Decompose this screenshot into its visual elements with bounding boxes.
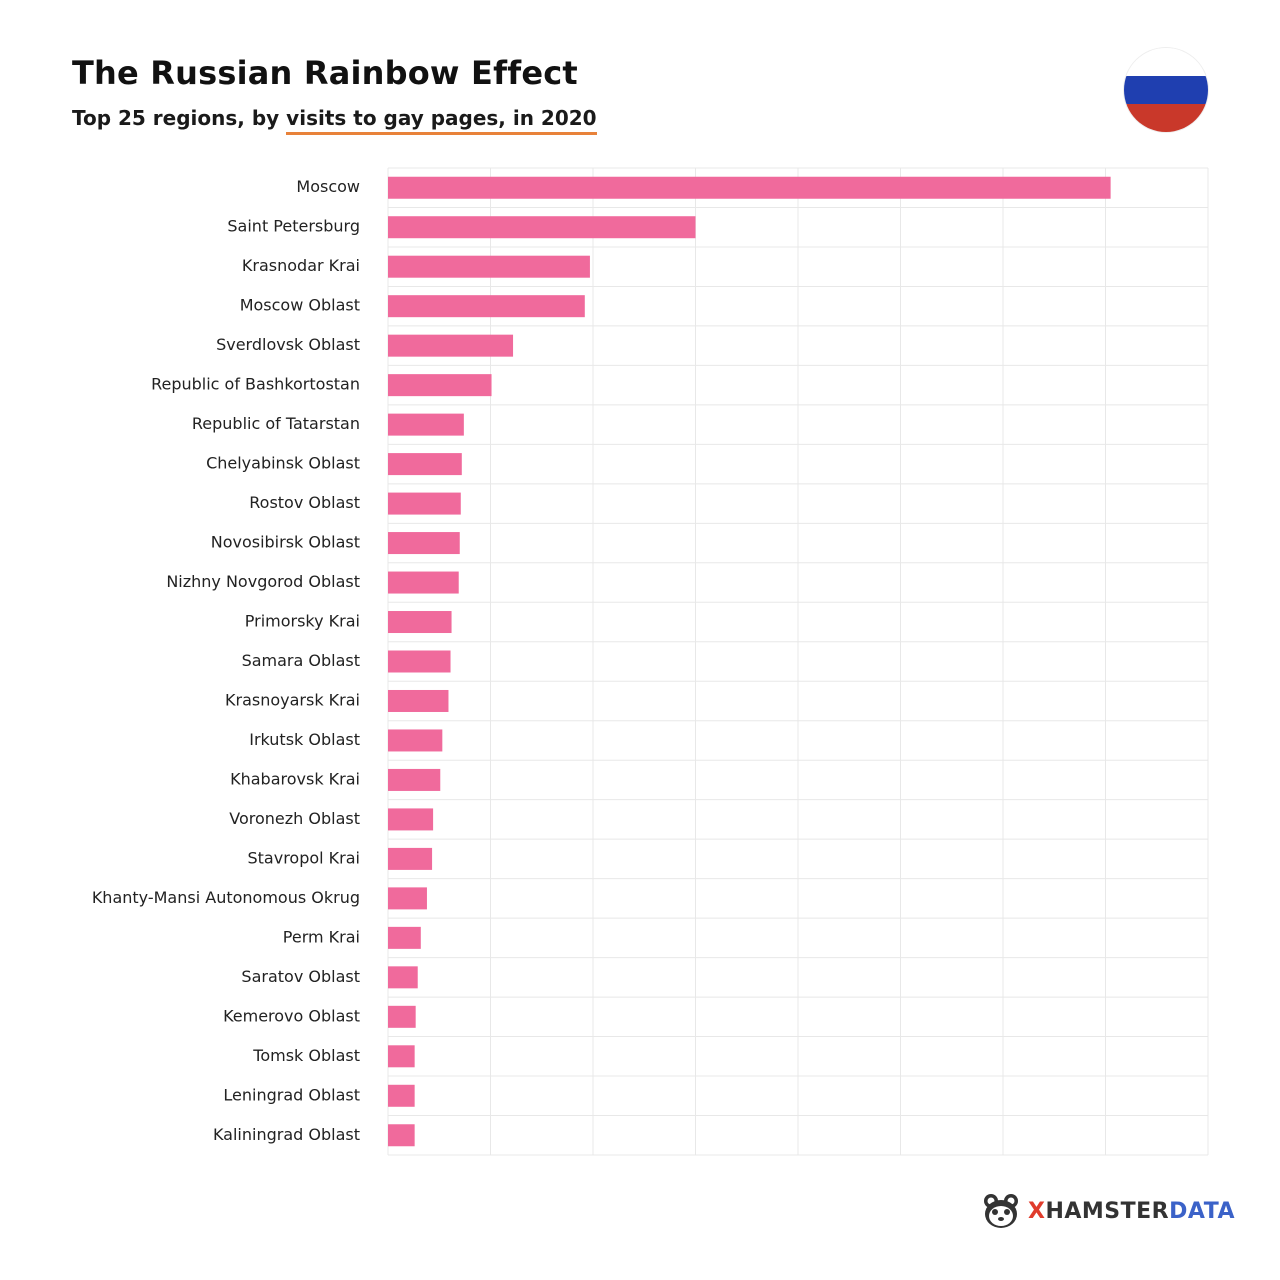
category-label: Novosibirsk Oblast [211, 533, 360, 552]
bar [388, 808, 434, 831]
category-label: Samara Oblast [242, 651, 360, 670]
bar [388, 571, 459, 594]
category-label: Voronezh Oblast [229, 809, 360, 828]
flag-stripe-blue [1124, 76, 1208, 104]
category-label: Moscow Oblast [240, 296, 360, 315]
category-label: Saratov Oblast [241, 967, 360, 986]
category-label: Stavropol Krai [247, 848, 360, 867]
flag-stripe-white [1124, 48, 1208, 76]
bar [388, 374, 492, 397]
bar [388, 887, 427, 910]
flag-stripe-red [1124, 104, 1208, 132]
bar-layer [388, 176, 1111, 1147]
category-label: Perm Krai [283, 927, 360, 946]
category-label: Moscow [296, 177, 360, 196]
bar [388, 1124, 415, 1147]
bar [388, 295, 585, 318]
bar [388, 847, 433, 870]
bar [388, 334, 514, 357]
category-label: Republic of Bashkortostan [151, 375, 360, 394]
bar [388, 176, 1111, 199]
subtitle-prefix: Top 25 regions, by [72, 106, 287, 130]
russia-flag-icon [1124, 48, 1208, 132]
category-label: Primorsky Krai [245, 612, 360, 631]
bar [388, 1084, 415, 1107]
chart-title: The Russian Rainbow Effect [72, 54, 578, 92]
bar [388, 966, 418, 989]
category-label: Khanty-Mansi Autonomous Okrug [92, 888, 360, 907]
bar [388, 1045, 415, 1068]
bar [388, 532, 460, 555]
chart-subtitle: Top 25 regions, by visits to gay pages, … [72, 106, 597, 135]
category-label: Krasnoyarsk Krai [225, 690, 360, 709]
bar [388, 611, 452, 634]
category-label: Khabarovsk Krai [230, 769, 360, 788]
hamster-logo-icon [984, 1194, 1018, 1228]
category-label: Republic of Tatarstan [192, 414, 360, 433]
category-label: Kemerovo Oblast [223, 1006, 360, 1025]
grid-layer [387, 167, 1209, 1156]
brand-x: X [1028, 1198, 1046, 1224]
category-label: Rostov Oblast [249, 493, 360, 512]
bar [388, 689, 449, 712]
brand-text: XHAMSTERDATA [1028, 1199, 1235, 1224]
bar [388, 1005, 416, 1028]
bar [388, 768, 441, 791]
category-label: Saint Petersburg [227, 217, 360, 236]
bar-chart: Moscow Saint Petersburg Krasnodar Krai Mosc… [92, 167, 1209, 1156]
category-label: Irkutsk Oblast [249, 730, 360, 749]
bar [388, 650, 451, 673]
category-label: Nizhny Novgorod Oblast [166, 572, 360, 591]
category-label: Sverdlovsk Oblast [216, 335, 360, 354]
bar [388, 492, 461, 515]
label-layer: Moscow Saint Petersburg Krasnodar Krai Mosc… [92, 177, 360, 1144]
bar [388, 453, 462, 476]
brand-logo: XHAMSTERDATA [980, 1190, 1235, 1232]
subtitle-highlight: visits to gay pages, in 2020 [286, 106, 597, 135]
bar [388, 255, 590, 278]
bar [388, 926, 421, 949]
bar [388, 729, 443, 752]
bar [388, 413, 464, 436]
category-label: Chelyabinsk Oblast [206, 454, 360, 473]
bar [388, 216, 696, 239]
brand-hamster: HAMSTER [1045, 1198, 1170, 1224]
category-label: Tomsk Oblast [252, 1046, 360, 1065]
category-label: Krasnodar Krai [242, 256, 360, 275]
brand-data: DATA [1169, 1198, 1236, 1224]
category-label: Kaliningrad Oblast [213, 1125, 360, 1144]
category-label: Leningrad Oblast [223, 1085, 360, 1104]
